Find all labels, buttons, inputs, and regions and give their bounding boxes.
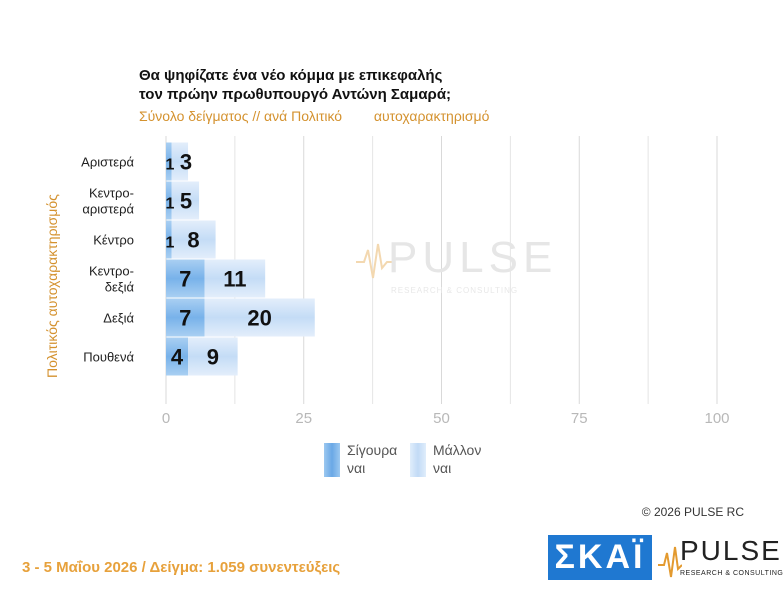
watermark-tagline: RESEARCH & CONSULTING bbox=[391, 286, 518, 295]
pulse-logo-icon bbox=[658, 546, 682, 578]
bar-mallon bbox=[171, 142, 189, 181]
data-label-sigoura: 1 bbox=[166, 196, 175, 213]
legend-label-mallon-1: Μάλλον bbox=[433, 442, 482, 458]
category-label: Δεξιά bbox=[103, 311, 134, 326]
pulse-logo-name: PULSE bbox=[680, 535, 782, 566]
legend-swatch-sigoura bbox=[324, 443, 340, 477]
chart-title-line2: τον πρώην πρωθυπουργό Αντώνη Σαμαρά; bbox=[139, 86, 452, 103]
data-label-mallon: 3 bbox=[180, 150, 192, 175]
bar-sigoura bbox=[166, 142, 172, 181]
bar-mallon bbox=[188, 337, 238, 376]
legend-label-sigoura-1: Σίγουρα bbox=[347, 442, 398, 458]
legend-label-sigoura-2: ναι bbox=[347, 460, 366, 476]
watermark-pulse-icon bbox=[356, 243, 393, 279]
category-label: Αριστερά bbox=[81, 155, 134, 170]
x-tick-label: 75 bbox=[571, 410, 588, 427]
pulse-logo: PULSE RESEARCH & CONSULTING bbox=[658, 535, 784, 585]
data-label-sigoura: 4 bbox=[171, 345, 184, 370]
data-label-mallon: 8 bbox=[187, 228, 199, 253]
category-label: Κεντρο-δεξιά bbox=[89, 264, 135, 295]
copyright: © 2026 PULSE RC bbox=[641, 505, 744, 519]
data-label-sigoura: 1 bbox=[166, 235, 175, 252]
data-label-mallon: 9 bbox=[207, 345, 219, 370]
bar-sigoura bbox=[166, 298, 205, 337]
data-label-sigoura: 1 bbox=[166, 157, 175, 174]
x-tick-label: 50 bbox=[433, 410, 450, 427]
category-label: Κέντρο bbox=[93, 233, 134, 248]
legend-swatch-mallon bbox=[410, 443, 426, 477]
watermark-name: PULSE bbox=[388, 233, 557, 282]
data-label-sigoura: 7 bbox=[179, 267, 191, 292]
bar-mallon bbox=[204, 298, 315, 337]
chart-subtitle: Σύνολο δείγματος // ανά Πολιτικό αυτοχαρ… bbox=[139, 108, 489, 124]
bar-mallon bbox=[171, 220, 216, 259]
subtitle-part2: αυτοχαρακτηρισμό bbox=[373, 108, 490, 124]
data-label-mallon: 5 bbox=[180, 189, 192, 214]
category-label: Κεντρο-αριστερά bbox=[82, 186, 134, 217]
bar-sigoura bbox=[166, 337, 189, 376]
data-label-mallon: 11 bbox=[223, 267, 246, 292]
legend-label-mallon-2: ναι bbox=[433, 460, 452, 476]
x-tick-label: 0 bbox=[162, 410, 170, 427]
bar-sigoura bbox=[166, 181, 172, 220]
bar-sigoura bbox=[166, 259, 205, 298]
data-label-mallon: 20 bbox=[247, 306, 271, 331]
bar-mallon bbox=[204, 259, 266, 298]
subtitle-part1: Σύνολο δείγματος // ανά Πολιτικό bbox=[139, 108, 343, 124]
data-label-sigoura: 7 bbox=[179, 306, 191, 331]
chart-title: Θα ψηφίζατε ένα νέο κόμμα με επικεφαλής … bbox=[139, 66, 451, 104]
x-tick-label: 25 bbox=[295, 410, 312, 427]
bar-sigoura bbox=[166, 220, 172, 259]
chart-title-line1: Θα ψηφίζατε ένα νέο κόμμα με επικεφαλής bbox=[139, 67, 443, 84]
pulse-logo-tagline: RESEARCH & CONSULTING bbox=[680, 570, 784, 577]
fieldwork-note: 3 - 5 Μαΐου 2026 / Δείγμα: 1.059 συνεντε… bbox=[22, 559, 341, 576]
bar-mallon bbox=[171, 181, 200, 220]
category-label: Πουθενά bbox=[83, 350, 134, 365]
pulse-watermark: PULSE RESEARCH & CONSULTING bbox=[356, 233, 557, 295]
x-tick-label: 100 bbox=[704, 410, 729, 427]
skai-logo: ΣΚΑΪ bbox=[548, 535, 652, 580]
